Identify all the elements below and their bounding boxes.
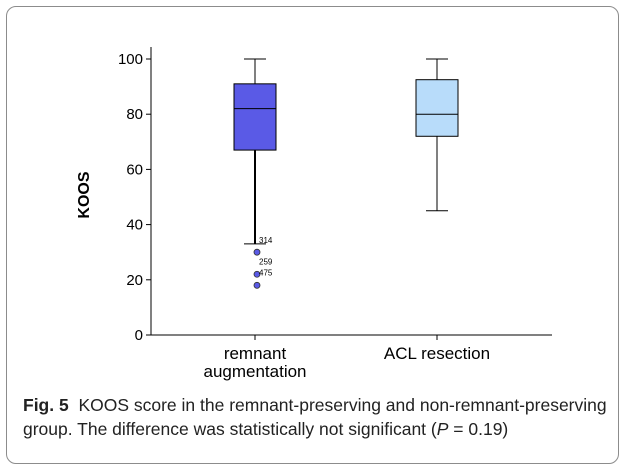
outlier-point <box>253 281 261 289</box>
caption-text: KOOS score in the remnant-preserving and… <box>23 395 607 439</box>
category-label-line: augmentation <box>203 362 306 381</box>
outlier-label: 259 <box>259 258 273 267</box>
category-label-line: remnant <box>224 344 287 363</box>
outlier-point <box>253 248 261 256</box>
y-tick-label: 80 <box>126 106 143 123</box>
category-label-line: ACL resection <box>384 344 490 363</box>
category-label: remnant augmentation <box>203 344 306 381</box>
category-label: ACL resection <box>384 344 490 363</box>
p-symbol: P <box>436 419 449 439</box>
box-iqr <box>233 83 277 151</box>
y-ticks: 0 20 40 60 80 100 <box>118 51 151 344</box>
y-axis-label: KOOS <box>76 171 93 218</box>
boxes: 314 259 475 <box>233 58 459 340</box>
category-labels: remnant augmentation ACL resection <box>203 344 490 381</box>
y-tick-label: 60 <box>126 161 143 178</box>
outlier-label: 475 <box>259 269 273 278</box>
outlier-point <box>253 270 261 278</box>
y-tick-label: 0 <box>135 327 143 344</box>
figure-frame: KOOS 0 20 40 60 80 100 314 259 475 remnant augme… <box>6 6 619 464</box>
box-plot: KOOS 0 20 40 60 80 100 314 259 475 remnant augme… <box>76 47 552 381</box>
y-tick-label: 20 <box>126 272 143 289</box>
outlier-label: 314 <box>259 236 273 245</box>
p-value: = 0.19) <box>448 419 509 439</box>
box-group <box>415 58 459 340</box>
box-iqr <box>415 79 459 137</box>
box-group: 314 259 475 <box>233 58 277 340</box>
figure-label: Fig. 5 <box>23 395 69 415</box>
y-tick-label: 40 <box>126 217 143 234</box>
figure-caption: Fig. 5 KOOS score in the remnant-preserv… <box>23 393 619 441</box>
y-tick-label: 100 <box>118 51 143 68</box>
